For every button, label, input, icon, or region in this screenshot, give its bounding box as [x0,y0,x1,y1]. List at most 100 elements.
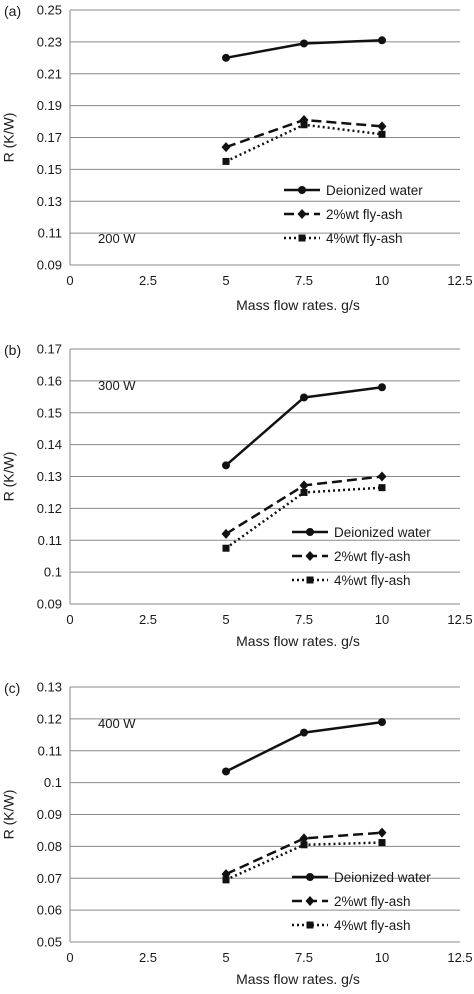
data-point [377,827,387,838]
legend-label: 4%wt fly-ash [334,573,411,588]
legend: Deionized water 2%wt fly-ash 4%wt fly-ash [292,525,431,588]
x-axis-title: Mass flow rates. g/s [236,971,360,987]
y-tick-label: 0.23 [37,34,62,49]
y-tick-label: 0.13 [37,680,62,695]
x-axis-title: Mass flow rates. g/s [236,633,360,649]
y-tick-label: 0.14 [37,437,62,452]
legend-marker [306,528,314,536]
legend-marker [306,921,314,929]
data-point [378,484,386,492]
y-axis-title: R (K/W) [1,452,17,502]
x-tick-label: 10 [375,273,389,288]
x-tick-label: 12.5 [447,612,472,627]
data-point [300,39,308,48]
y-tick-label: 0.12 [37,711,62,726]
series-0 [222,36,386,62]
legend: Deionized water 2%wt fly-ash 4%wt fly-ash [292,870,431,933]
y-tick-label: 0.09 [37,258,62,273]
x-tick-label: 2.5 [139,612,157,627]
panel-label: (c) [4,680,20,696]
data-point [378,36,386,45]
data-point [300,488,308,496]
series-2 [222,839,386,884]
data-point [222,767,230,776]
y-tick-label: 0.15 [37,405,62,420]
x-tick-label: 10 [375,950,389,965]
x-tick-label: 0 [66,612,73,627]
y-tick-label: 0.16 [37,373,62,388]
legend-label: Deionized water [326,183,423,198]
data-point [300,728,308,737]
data-point [300,393,308,402]
x-tick-label: 7.5 [295,612,313,627]
data-point [221,528,231,539]
data-point [300,841,308,849]
legend-label: 4%wt fly-ash [326,231,403,246]
x-tick-label: 5 [222,273,229,288]
y-tick-label: 0.17 [37,130,62,145]
legend-marker [305,551,315,561]
y-tick-label: 0.11 [38,533,62,548]
legend-label: 2%wt fly-ash [334,894,411,909]
x-axis-title: Mass flow rates. g/s [236,297,360,313]
data-point [378,718,386,727]
series-1 [221,827,387,880]
y-axis-title: R (K/W) [1,113,17,163]
x-tick-label: 2.5 [139,273,157,288]
legend-marker [305,896,315,906]
legend-marker [306,873,314,881]
series-line [225,123,383,163]
legend-marker [306,576,314,584]
data-point [222,461,230,470]
data-point [377,121,387,132]
y-tick-label: 0.21 [37,66,62,81]
y-tick-label: 0.11 [38,743,62,758]
y-tick-label: 0.05 [37,935,62,950]
legend-marker [298,234,306,242]
y-tick-label: 0.13 [37,469,62,484]
y-tick-label: 0.08 [37,839,62,854]
y-tick-label: 0.09 [37,597,62,612]
y-tick-label: 0.12 [37,501,62,516]
y-tick-label: 0.19 [37,98,62,113]
data-point [378,383,386,392]
data-point [222,876,230,884]
x-tick-label: 12.5 [447,273,472,288]
panel-0: 0.09 0.11 0.13 0.15 0.17 0.19 0.21 0.23 0.25 0 2.5… [1,3,473,314]
y-tick-label: 0.09 [37,807,62,822]
panel-1: 0.09 0.1 0.11 0.12 0.13 0.14 0.15 0.16 0.17 0 2.5 5… [1,342,473,650]
x-tick-label: 5 [222,950,229,965]
power-annotation: 400 W [98,716,136,731]
x-tick-label: 7.5 [295,950,313,965]
data-point [377,471,387,482]
data-point [300,121,308,129]
legend: Deionized water 2%wt fly-ash 4%wt fly-ash [284,183,423,246]
data-point [221,142,231,153]
legend-label: Deionized water [334,870,431,885]
y-axis-title: R (K/W) [1,790,17,840]
legend-label: 2%wt fly-ash [334,549,411,564]
power-annotation: 300 W [98,378,136,393]
legend-marker [297,209,307,219]
y-tick-label: 0.25 [37,3,62,18]
panel-2: 0.05 0.06 0.07 0.08 0.09 0.1 0.11 0.12 0.13 0 2.5 5… [1,680,473,988]
series-2 [222,121,386,165]
x-tick-label: 7.5 [295,273,313,288]
x-tick-label: 2.5 [139,950,157,965]
series-line [225,831,383,876]
y-tick-label: 0.17 [37,342,62,357]
data-point [378,130,386,138]
series-0 [222,383,386,470]
x-tick-label: 0 [66,273,73,288]
legend-label: 4%wt fly-ash [334,918,411,933]
data-point [378,839,386,847]
y-tick-label: 0.1 [44,565,62,580]
data-point [222,544,230,552]
data-point [299,480,309,491]
legend-marker [298,186,306,194]
data-point [222,157,230,165]
series-2 [222,484,386,552]
legend-label: Deionized water [334,525,431,540]
series-1 [221,471,387,539]
y-tick-label: 0.07 [37,871,62,886]
